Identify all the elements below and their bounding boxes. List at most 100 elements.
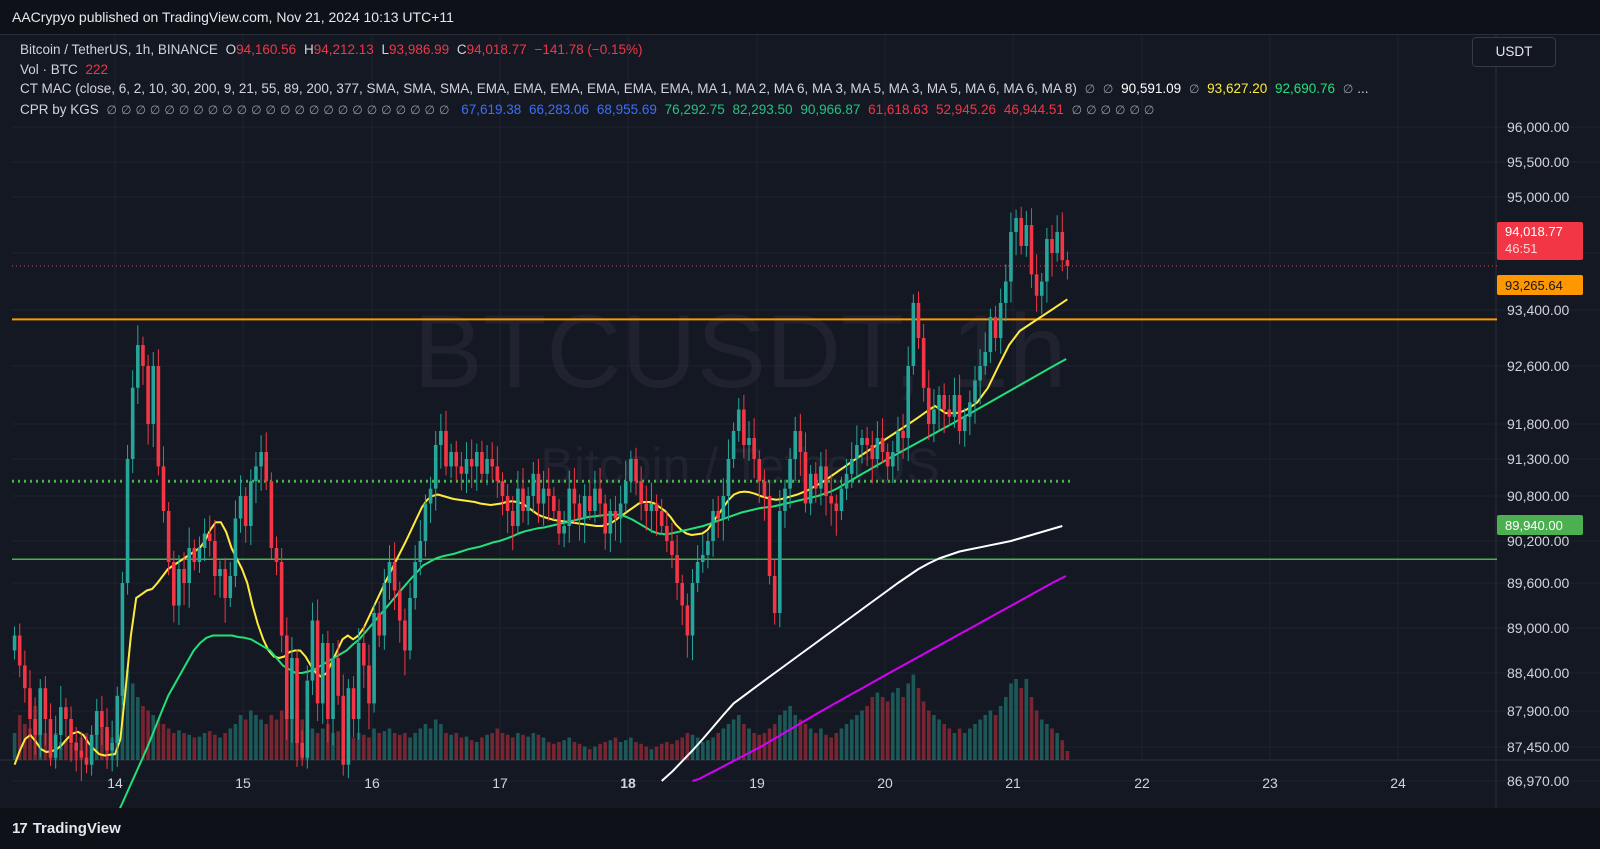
volume-bar [582,746,587,760]
volume-bar [916,688,921,760]
volume-bar [798,719,803,760]
volume-bar [392,733,397,760]
candle-body [700,555,705,562]
candle-body [613,511,618,519]
candle-body [141,345,145,366]
null-icon: ∅ [323,102,334,117]
volume-bar [659,743,664,760]
volume-bar [43,733,48,760]
cpr-label[interactable]: CPR by KGS [20,101,99,117]
candle-body [156,366,161,467]
volume-bar [880,697,885,760]
volume-bar [973,724,977,760]
candle-body [962,416,967,431]
candle-body [403,620,407,651]
candle-body [1045,239,1049,282]
time-tick-label: 15 [235,775,251,791]
volume-bar [505,734,510,760]
price-axis[interactable]: 96,000.0095,500.0095,000.0094,200.0093,4… [1507,119,1569,789]
candle-body [505,496,510,511]
footer: 17 TradingView [0,808,1600,849]
volume-bar [449,734,453,760]
volume-bar [685,733,690,760]
volume-bar [855,715,859,760]
volume-bar [413,733,417,760]
candle-body [382,583,387,636]
candle-body [536,473,541,504]
candle-body [819,466,823,489]
candle-body [315,620,320,704]
legend-cpr-row[interactable]: CPR by KGS ∅ ∅ ∅ ∅ ∅ ∅ ∅ ∅ ∅ ∅ ∅ ∅ ∅ ∅ ∅ ∅ ∅ ∅ ∅ ∅ ∅ ∅ ∅ ∅ 67,6… [20,100,1373,121]
ma-white-line [661,525,1063,782]
volume-bar [988,710,993,760]
null-icon: ∅ [438,102,450,117]
volume-bar [279,710,284,760]
price-tick-label: 88,400.00 [1507,665,1569,681]
legend-ctmac-row[interactable]: CT MAC (close, 6, 2, 10, 30, 200, 9, 21,… [20,79,1373,100]
volume-bar [608,740,613,760]
candle-body [495,466,500,482]
volume-bar [433,719,438,760]
orange-level-badge [1497,275,1583,295]
volume-bar [161,724,166,760]
candle-body [916,302,921,338]
symbol-title[interactable]: Bitcoin / TetherUS, 1h, BINANCE [20,42,218,57]
candle-body [1039,281,1044,296]
candle-body [896,431,900,452]
volume-bar [264,724,269,760]
volume-bar [475,742,479,760]
volume-bar [891,692,895,760]
volume-bar [223,733,227,760]
volume-bar [634,742,638,760]
volume-bar [1065,751,1070,760]
volume-bar [408,737,412,760]
volume-bar [808,728,813,760]
candle-body [567,488,572,526]
cpr-value-1: 67,619.38 [461,101,522,117]
currency-selector[interactable]: USDT [1472,37,1556,67]
null-icon: ∅ [1100,102,1111,117]
candle-body [521,488,525,511]
volume-bar [320,728,325,760]
candle-body [788,459,792,489]
volume-bar [315,733,320,760]
null-icon: ∅ [1129,102,1140,117]
price-chart[interactable]: BTCUSDT, 1h Bitcoin / TetherUS 96,000.00… [0,35,1600,815]
volume-bar [577,743,582,760]
price-tick-label: 87,450.00 [1507,739,1569,755]
volume-bar [12,733,17,760]
chart-area[interactable]: BTCUSDT, 1h Bitcoin / TetherUS 96,000.00… [0,35,1600,815]
candle-body [17,635,22,666]
candle-body [120,583,125,696]
candle-body [341,695,346,765]
time-axis[interactable]: 14 15 16 17 18 19 20 21 22 23 24 [107,775,1406,791]
candle-body [428,488,433,504]
tradingview-logo[interactable]: 17 TradingView [12,820,121,837]
volume-bar [706,740,710,760]
candle-body [932,409,936,424]
candle-body [28,688,32,719]
volume-bar [454,733,459,760]
legend-ohlc-row[interactable]: Bitcoin / TetherUS, 1h, BINANCE O94,160.… [20,40,1373,60]
candle-body [490,459,495,467]
volume-bar [587,749,592,760]
candle-body [968,402,972,417]
volume-bar [772,724,777,760]
candle-body [264,452,269,482]
candle-body [279,562,284,636]
null-icon: ∅ [395,102,407,117]
ctmac-label[interactable]: CT MAC (close, 6, 2, 10, 30, 200, 9, 21,… [20,81,1077,96]
open-label: O [225,42,237,57]
candle-body [711,511,715,541]
volume-bar [464,736,469,760]
null-icon: ∅ [106,102,117,117]
candle-body [1029,225,1034,275]
candle-body [998,302,1003,338]
volume-label[interactable]: Vol · BTC [20,61,78,77]
candle-body [130,387,135,459]
price-tick-label: 87,900.00 [1507,703,1569,719]
legend-volume-row[interactable]: Vol · BTC 222 [20,60,1373,80]
volume-bar [947,728,952,760]
volume-bar [870,697,875,760]
volume-bar [166,728,171,760]
